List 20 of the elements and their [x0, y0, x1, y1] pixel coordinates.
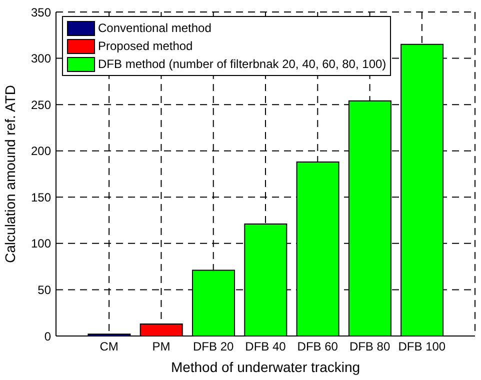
x-axis-title: Method of underwater tracking [170, 359, 360, 375]
y-tick-label: 100 [30, 236, 52, 251]
y-tick-label: 250 [30, 98, 52, 112]
x-tick-label: CM [100, 340, 118, 354]
x-tick-label: DFB 40 [245, 340, 286, 354]
y-tick-label: 50 [38, 282, 52, 297]
legend-label: DFB method (number of filterbnak 20, 40, 60, 80, 100) [98, 57, 386, 71]
x-tick-label: DFB 80 [349, 340, 390, 354]
legend-label: Proposed method [98, 39, 193, 53]
y-axis-title: Calculation amound ref. ATD [2, 85, 18, 263]
y-tick-label: 200 [30, 144, 52, 158]
y-tick-label: 150 [30, 190, 52, 204]
x-tick-label: DFB 60 [297, 340, 338, 354]
x-tick-label: DFB 100 [398, 340, 446, 354]
legend-label: Conventional method [98, 21, 212, 35]
x-tick-label: PM [152, 340, 170, 354]
x-tick-label: DFB 20 [193, 340, 234, 354]
y-tick-label: 0 [44, 329, 52, 344]
y-tick-label: 350 [30, 5, 52, 20]
y-tick-label: 300 [30, 52, 52, 66]
